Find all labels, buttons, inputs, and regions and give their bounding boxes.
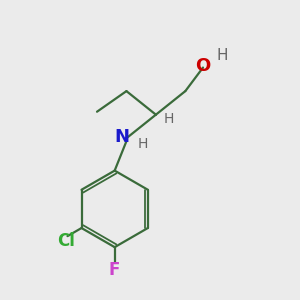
Text: O: O <box>195 57 211 75</box>
Text: H: H <box>137 136 148 151</box>
Text: N: N <box>115 128 130 146</box>
Text: F: F <box>109 261 120 279</box>
Text: H: H <box>164 112 174 126</box>
Text: Cl: Cl <box>57 232 75 250</box>
Text: H: H <box>216 48 228 63</box>
